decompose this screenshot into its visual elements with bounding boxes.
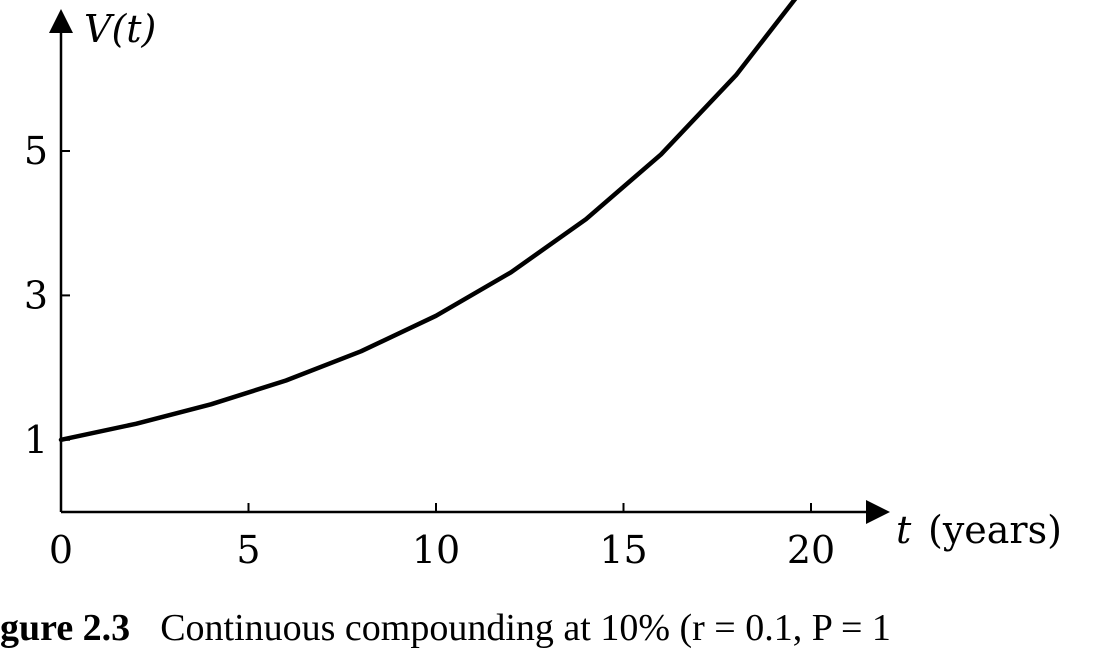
series — [58, 0, 798, 443]
y-tick-label: 3 — [24, 273, 48, 317]
ticks: 0 5 10 15 20 1 3 5 — [24, 129, 835, 572]
axes — [49, 9, 890, 524]
x-tick-label: 15 — [599, 528, 647, 572]
figure-caption-text: Continuous compounding at 10% (r = 0.1, … — [160, 607, 891, 649]
figure-caption-label: gure 2.3 — [0, 607, 131, 649]
x-tick-label: 10 — [412, 528, 460, 572]
y-axis-label: V(t) — [84, 7, 156, 51]
figure-caption: gure 2.3 Continuous compounding at 10% (r… — [0, 606, 1098, 655]
x-tick-label: 5 — [236, 528, 260, 572]
y-tick-label: 5 — [24, 129, 48, 173]
chart: 0 5 10 15 20 1 3 5 V(t) t (years) — [24, 0, 1062, 572]
series-line — [58, 0, 798, 443]
x-axis-arrowhead — [866, 500, 890, 524]
y-axis-arrowhead — [49, 9, 73, 33]
x-axis-label: t — [896, 508, 912, 552]
x-axis-unit-label: (years) — [928, 508, 1062, 552]
x-tick-label: 0 — [49, 528, 73, 572]
y-tick-label: 1 — [24, 418, 48, 462]
x-tick-label: 20 — [787, 528, 835, 572]
